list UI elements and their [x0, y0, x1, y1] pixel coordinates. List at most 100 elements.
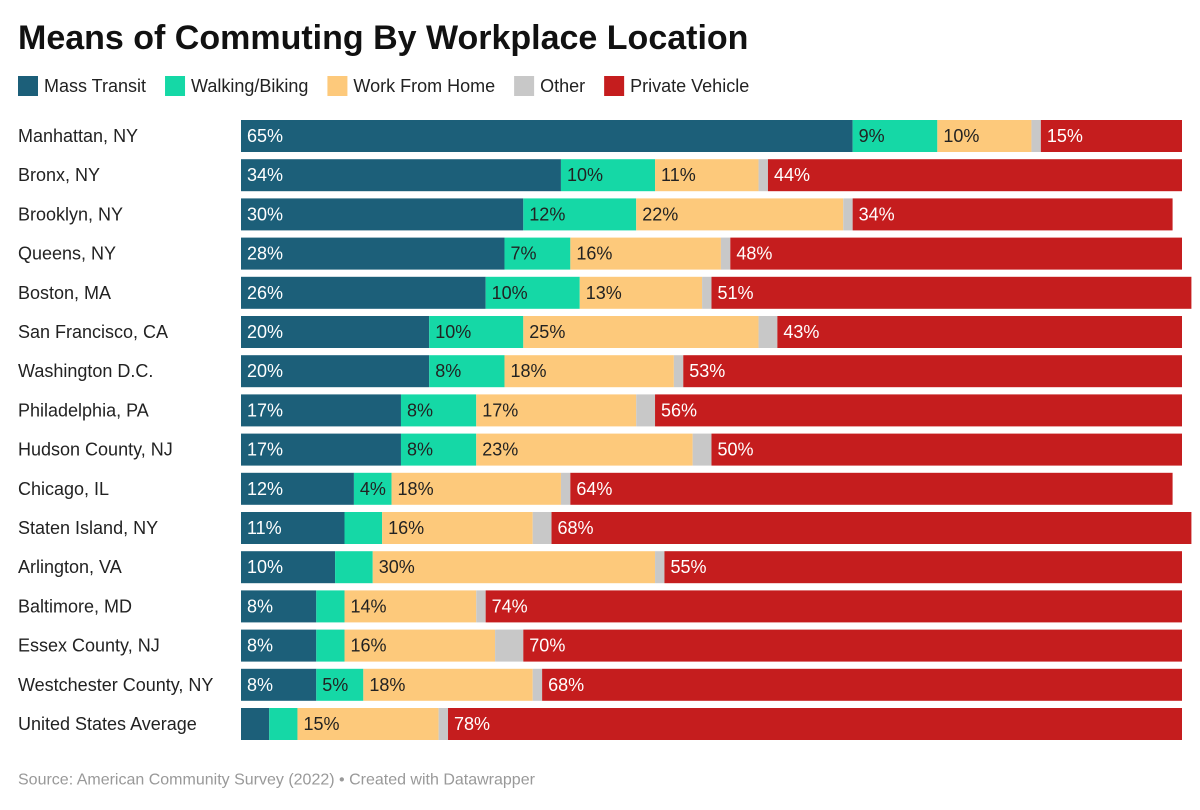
bar-segment [241, 237, 505, 270]
bar-segment [636, 394, 656, 427]
bar-segment [758, 316, 778, 348]
bar-segment [241, 512, 345, 544]
source-note: Source: American Community Survey (2022)… [18, 772, 536, 789]
value-label: 25% [529, 322, 565, 342]
legend-label: Work From Home [353, 76, 495, 96]
value-label: 9% [859, 126, 885, 146]
value-label: 7% [510, 244, 536, 264]
bar-segment [843, 198, 853, 231]
bar-segment [391, 472, 561, 505]
category-label: Brooklyn, NY [18, 204, 123, 224]
value-label: 14% [351, 596, 387, 616]
value-label: 26% [247, 283, 283, 303]
bar-segment [655, 551, 665, 584]
category-label: United States Average [18, 714, 197, 734]
value-label: 44% [774, 165, 810, 185]
value-label: 28% [247, 244, 283, 264]
legend-label: Mass Transit [44, 76, 146, 96]
bar-segment [241, 708, 270, 740]
legend-label: Private Vehicle [630, 76, 749, 96]
bar-segment [767, 159, 1182, 192]
value-label: 12% [529, 204, 565, 224]
bar-segment [316, 590, 345, 623]
value-label: 11% [661, 165, 696, 185]
category-label: Philadelphia, PA [18, 400, 149, 420]
bar-segment [476, 394, 637, 427]
value-label: 50% [718, 440, 754, 460]
category-label: Hudson County, NJ [18, 440, 173, 460]
value-label: 12% [247, 479, 283, 499]
bar-segment [542, 668, 1182, 701]
value-label: 34% [247, 165, 283, 185]
bar-segment [560, 159, 656, 192]
bar-segment [241, 120, 853, 152]
category-label: Manhattan, NY [18, 126, 138, 146]
value-label: 16% [351, 636, 387, 656]
value-label: 17% [247, 400, 283, 420]
bar-segment [852, 120, 938, 152]
value-label: 34% [859, 204, 895, 224]
bar-segment [316, 629, 345, 662]
bar-segment [476, 590, 486, 623]
bar-segment [241, 629, 317, 662]
value-label: 17% [482, 400, 518, 420]
bar-segment [429, 355, 505, 388]
value-label: 8% [247, 636, 273, 656]
bar-segment [438, 708, 449, 740]
value-label: 15% [303, 714, 339, 734]
value-label: 43% [783, 322, 819, 342]
value-label: 30% [379, 557, 415, 577]
value-label: 11% [247, 518, 282, 538]
bar-segment [372, 551, 656, 584]
bar-segment [523, 316, 759, 348]
value-label: 70% [529, 636, 565, 656]
bar-segment [353, 472, 392, 505]
category-label: Chicago, IL [18, 479, 109, 499]
bar-segment [852, 198, 1173, 231]
bar-segment [664, 551, 1182, 584]
value-label: 8% [407, 440, 433, 460]
bar-segment [241, 355, 430, 388]
bar-segment [363, 668, 533, 701]
bar-segment [579, 276, 703, 309]
bar-segment [241, 198, 524, 231]
value-label: 51% [718, 283, 754, 303]
value-label: 10% [567, 165, 603, 185]
value-label: 18% [369, 675, 405, 695]
legend-label: Other [540, 76, 585, 96]
bar-segment [241, 316, 430, 348]
value-label: 10% [492, 283, 528, 303]
value-label: 10% [247, 557, 283, 577]
chart-title: Means of Commuting By Workplace Location [18, 19, 748, 57]
bar-segment [400, 394, 477, 427]
category-label: Bronx, NY [18, 165, 100, 185]
value-label: 10% [435, 322, 471, 342]
value-label: 30% [247, 204, 283, 224]
bar-segment [316, 668, 364, 701]
value-label: 23% [482, 440, 518, 460]
value-label: 15% [1047, 126, 1083, 146]
value-label: 18% [510, 361, 546, 381]
value-label: 16% [576, 244, 612, 264]
value-label: 48% [736, 244, 772, 264]
bar-segment [758, 159, 768, 192]
legend-swatch [165, 76, 186, 96]
bar-segment [730, 237, 1182, 270]
bar-segment [344, 512, 383, 544]
bar-segment [523, 198, 637, 231]
value-label: 68% [548, 675, 584, 695]
bar-segment [777, 316, 1182, 348]
value-label: 78% [454, 714, 490, 734]
bar-segment [429, 316, 524, 348]
bar-segment [241, 551, 336, 584]
bar-segment [692, 433, 712, 466]
category-label: Queens, NY [18, 244, 116, 264]
value-label: 16% [388, 518, 424, 538]
bar-segment [269, 708, 298, 740]
bar-segment [523, 629, 1182, 662]
bar-segment [504, 237, 571, 270]
category-label: Arlington, VA [18, 557, 122, 577]
bar-segment [241, 159, 561, 192]
bar-segment [720, 237, 731, 270]
category-label: Essex County, NJ [18, 636, 160, 656]
